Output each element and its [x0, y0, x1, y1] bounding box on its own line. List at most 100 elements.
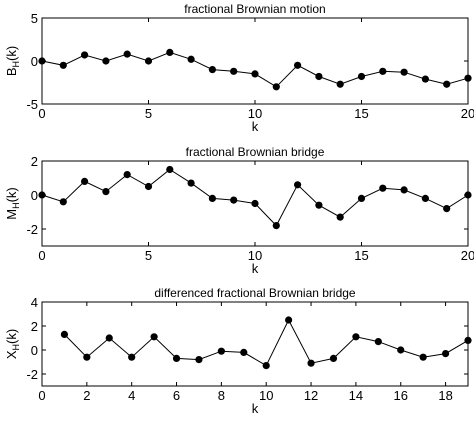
data-point — [379, 184, 387, 192]
chart-title: fractional Brownian bridge — [186, 145, 325, 159]
y-tick-label: 2 — [31, 319, 38, 334]
chart-title: differenced fractional Brownian bridge — [154, 286, 356, 300]
data-point — [315, 72, 323, 81]
y-tick-label: -2 — [26, 222, 38, 237]
data-point — [128, 353, 136, 361]
y-axis-label: XH(k) — [4, 329, 21, 359]
data-point — [443, 205, 451, 213]
data-point — [397, 346, 405, 354]
data-point — [374, 338, 382, 346]
data-point — [59, 61, 67, 69]
data-point — [38, 57, 46, 65]
data-point — [329, 354, 338, 362]
data-point — [464, 191, 472, 199]
data-point — [352, 333, 360, 341]
data-point — [379, 67, 387, 75]
data-point — [195, 356, 203, 364]
data-point — [187, 179, 195, 187]
plot-frame — [41, 301, 469, 387]
x-tick-label: 10 — [248, 106, 262, 121]
data-point — [262, 362, 270, 370]
data-point — [251, 199, 259, 208]
data-point — [441, 350, 450, 358]
y-tick-label: 0 — [31, 188, 38, 203]
data-point — [336, 80, 344, 88]
x-tick-label: 16 — [394, 388, 408, 403]
data-point — [464, 74, 472, 82]
x-tick-label: 4 — [128, 388, 135, 403]
y-tick-label: 0 — [31, 343, 38, 358]
data-point — [272, 222, 280, 230]
x-tick-label: 0 — [38, 248, 45, 263]
series-line — [64, 318, 469, 367]
data-point — [144, 57, 153, 65]
y-tick-label: 2 — [31, 154, 38, 169]
data-point — [123, 50, 131, 58]
y-axis-label: MH(k) — [4, 187, 21, 220]
y-tick-label: -2 — [26, 367, 38, 382]
x-tick-label: 5 — [145, 248, 152, 263]
data-point — [307, 359, 315, 367]
x-tick-label: 20 — [461, 248, 474, 263]
y-tick-label: 5 — [31, 11, 38, 26]
x-tick-label: 6 — [173, 388, 180, 403]
data-point — [285, 316, 293, 324]
data-point — [83, 353, 91, 361]
x-tick-label: 0 — [38, 388, 45, 403]
data-point — [217, 347, 225, 355]
chart-title: fractional Brownian motion — [184, 2, 325, 16]
data-point — [81, 177, 89, 185]
data-point — [166, 48, 174, 57]
x-tick-label: 20 — [461, 106, 474, 121]
data-point — [294, 181, 302, 189]
x-tick-label: 2 — [83, 388, 90, 403]
data-point — [102, 57, 110, 65]
panel-3: differenced fractional Brownian bridge 0 2… — [4, 286, 472, 416]
data-point — [208, 66, 216, 74]
data-point — [81, 51, 89, 59]
x-tick-label: 12 — [304, 388, 318, 403]
y-tick-label: 0 — [31, 54, 38, 69]
data-point — [336, 213, 344, 221]
data-point — [357, 72, 366, 81]
data-point — [240, 348, 248, 356]
data-point — [38, 191, 46, 199]
data-point — [144, 182, 153, 191]
data-point — [251, 70, 259, 78]
data-point — [400, 68, 408, 76]
x-tick-label: 5 — [145, 106, 152, 121]
data-point — [443, 80, 451, 88]
x-tick-label: 8 — [218, 388, 225, 403]
data-point — [150, 333, 158, 341]
data-point — [123, 171, 131, 179]
x-tick-label: 10 — [248, 248, 262, 263]
data-point — [102, 188, 110, 196]
data-point — [208, 194, 216, 202]
series-line — [41, 168, 469, 227]
data-point — [400, 186, 408, 194]
x-axis-label: k — [252, 119, 259, 134]
data-point — [464, 336, 472, 344]
x-tick-label: 0 — [38, 106, 45, 121]
data-point — [421, 75, 429, 83]
x-axis-label: k — [252, 401, 259, 416]
data-point — [357, 194, 366, 202]
data-point — [272, 83, 280, 91]
data-point — [230, 196, 238, 204]
data-point — [187, 55, 195, 63]
x-tick-label: 10 — [259, 388, 273, 403]
data-point — [294, 61, 302, 69]
x-tick-label: 14 — [349, 388, 363, 403]
data-point — [315, 201, 323, 209]
x-axis-label: k — [252, 261, 259, 276]
data-point — [105, 334, 113, 342]
x-tick-label: 15 — [354, 106, 368, 121]
y-tick-label: 4 — [31, 295, 38, 310]
data-point — [59, 198, 67, 206]
data-point — [172, 354, 181, 362]
x-tick-label: 18 — [438, 388, 452, 403]
data-point — [166, 165, 174, 174]
